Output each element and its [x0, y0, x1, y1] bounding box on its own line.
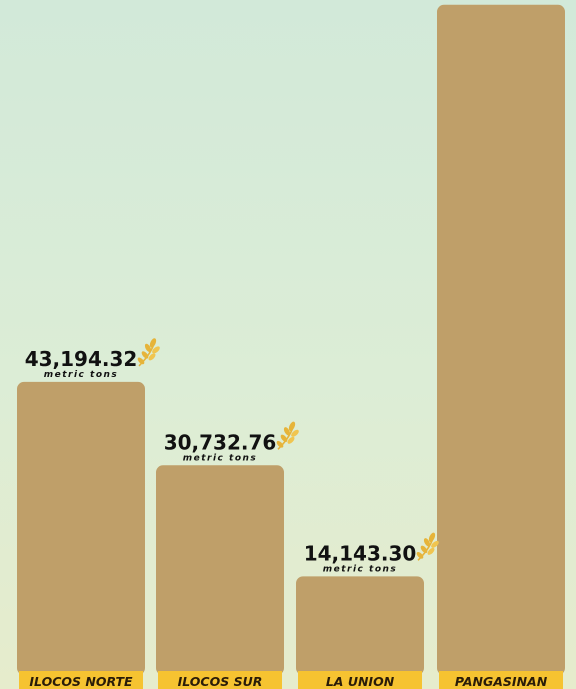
wheat-icon — [135, 336, 162, 367]
category-label: ILOCOS SUR — [178, 674, 263, 689]
category-tag — [298, 671, 422, 689]
unit-label: metric tons — [183, 453, 258, 463]
category-label: PANGASINAN — [455, 674, 548, 689]
value-label: 43,194.32 — [25, 347, 138, 371]
unit-label: metric tons — [44, 370, 119, 380]
wheat-icon — [274, 419, 301, 451]
value-label: 14,143.30 — [304, 541, 417, 565]
bar-pangasinan — [437, 4, 565, 675]
unit-label: metric tons — [464, 0, 539, 3]
value-label: 30,732.76 — [164, 430, 277, 454]
bar-la-union — [296, 576, 424, 675]
category-tag — [19, 671, 143, 689]
bar-ilocos-sur — [156, 465, 284, 675]
category-label: LA UNION — [326, 674, 395, 689]
category-tag — [158, 671, 282, 689]
category-tag — [439, 671, 563, 689]
wheat-icon — [414, 530, 441, 562]
category-label: ILOCOS NORTE — [29, 674, 133, 689]
unit-label: metric tons — [323, 564, 398, 574]
bar-ilocos-norte — [17, 381, 145, 675]
